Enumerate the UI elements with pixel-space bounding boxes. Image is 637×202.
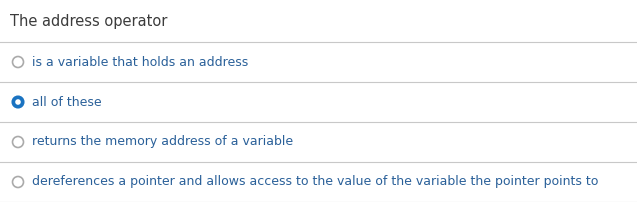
Circle shape [15,99,21,105]
Circle shape [13,57,24,67]
Text: The address operator: The address operator [10,14,168,29]
Circle shape [13,137,24,147]
Text: all of these: all of these [32,96,102,108]
Text: dereferences a pointer and allows access to the value of the variable the pointe: dereferences a pointer and allows access… [32,176,598,188]
Text: is a variable that holds an address: is a variable that holds an address [32,56,248,68]
Text: returns the memory address of a variable: returns the memory address of a variable [32,136,293,148]
Circle shape [13,97,24,107]
Circle shape [13,177,24,187]
